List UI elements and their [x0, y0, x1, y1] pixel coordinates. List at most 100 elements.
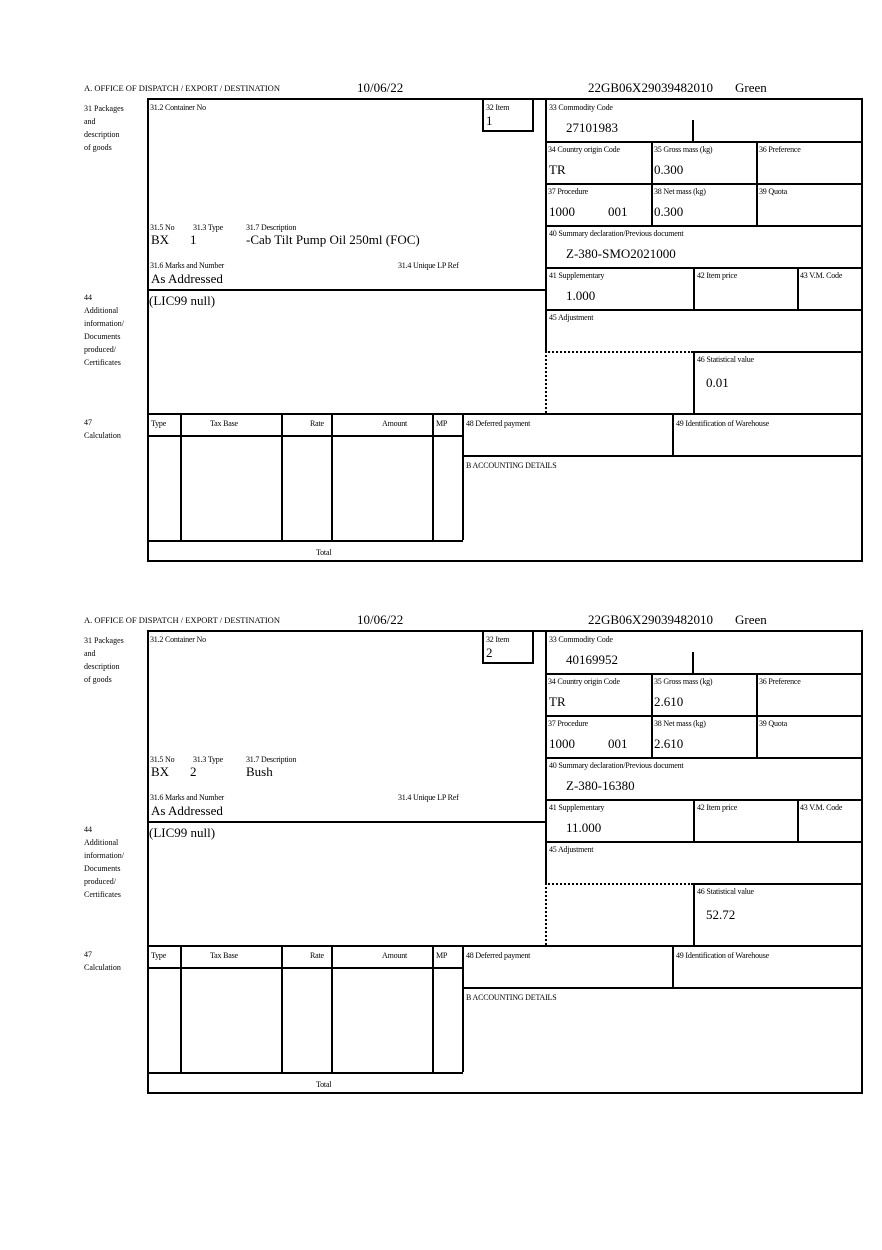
vm-code-label: 43 V.M. Code [800, 271, 843, 280]
divider [861, 630, 863, 1094]
supplementary-label: 41 Supplementary [549, 271, 605, 280]
divider [861, 98, 863, 562]
divider [545, 98, 547, 351]
commodity-label: 33 Commodity Code [549, 103, 613, 112]
summary-value: Z-380-SMO2021000 [566, 246, 676, 261]
calc-mp-header: MP [436, 419, 448, 428]
package-no: BX [151, 232, 170, 247]
country-label: 34 Country origin Code [548, 145, 620, 154]
summary-label: 40 Summary declaration/Previous document [549, 761, 684, 770]
divider [147, 435, 463, 437]
package-type: 1 [190, 232, 197, 247]
calculation-label: 47 Calculation [84, 418, 121, 440]
country-label: 34 Country origin Code [548, 677, 620, 686]
divider [281, 945, 283, 1072]
divider [180, 413, 182, 540]
divider [462, 987, 863, 989]
declaration-form-item: A. OFFICE OF DISPATCH / EXPORT / DESTINA… [0, 80, 882, 580]
supplementary-value: 1.000 [566, 288, 596, 303]
divider [462, 413, 464, 540]
calc-mp-header: MP [436, 951, 448, 960]
divider [147, 630, 863, 632]
divider [693, 267, 695, 309]
deferred-payment-label: 48 Deferred payment [466, 419, 531, 428]
gross-mass-value: 2.610 [654, 694, 684, 709]
divider [692, 652, 694, 673]
divider [482, 98, 484, 131]
calc-type-header: Type [151, 419, 167, 428]
divider [147, 1092, 863, 1094]
unique-lp-label: 31.4 Unique LP Ref [398, 793, 459, 802]
country-value: TR [549, 694, 566, 709]
statistical-label: 46 Statistical value [697, 355, 754, 364]
commodity-label: 33 Commodity Code [549, 635, 613, 644]
route-status: Green [735, 612, 767, 627]
divider [482, 630, 484, 663]
calc-tax-base-header: Tax Base [210, 951, 238, 960]
packages-label: 31 Packages and description of goods [84, 636, 124, 684]
divider [281, 413, 283, 540]
description-label: 31.7 Description [246, 223, 297, 232]
no-label: 31.5 No [150, 223, 175, 232]
additional-info-value: (LIC99 null) [149, 825, 216, 840]
package-type: 2 [190, 764, 197, 779]
statistical-value: 52.72 [706, 907, 736, 922]
net-mass-label: 38 Net mass (kg) [654, 187, 706, 196]
adjustment-label: 45 Adjustment [549, 313, 594, 322]
calc-amount-header: Amount [382, 951, 408, 960]
procedure-extra-value: 001 [608, 204, 628, 219]
divider [545, 841, 863, 843]
accounting-details-label: B ACCOUNTING DETAILS [466, 461, 557, 470]
warehouse-label: 49 Identification of Warehouse [676, 419, 769, 428]
divider [532, 98, 534, 131]
divider [331, 945, 333, 1072]
divider [756, 141, 758, 225]
calc-amount-header: Amount [382, 419, 408, 428]
item-number: 1 [486, 113, 493, 128]
calc-type-header: Type [151, 951, 167, 960]
goods-description: -Cab Tilt Pump Oil 250ml (FOC) [246, 232, 420, 247]
type-label: 31.3 Type [193, 755, 223, 764]
divider [432, 945, 434, 1072]
declaration-reference: 22GB06X29039482010 [588, 612, 713, 627]
marks-label: 31.6 Marks and Number [150, 793, 225, 802]
divider [797, 267, 799, 309]
supplementary-value: 11.000 [566, 820, 602, 835]
divider [692, 120, 694, 141]
divider [147, 98, 149, 562]
divider [147, 540, 463, 542]
divider [797, 799, 799, 841]
calc-rate-header: Rate [310, 951, 324, 960]
divider [651, 673, 653, 757]
divider [147, 289, 545, 291]
supplementary-label: 41 Supplementary [549, 803, 605, 812]
commodity-code: 40169952 [566, 652, 618, 667]
procedure-label: 37 Procedure [548, 719, 589, 728]
commodity-code: 27101983 [566, 120, 618, 135]
calc-tax-base-header: Tax Base [210, 419, 238, 428]
gross-mass-label: 35 Gross mass (kg) [654, 145, 713, 154]
divider [756, 673, 758, 757]
divider [147, 945, 863, 947]
marks-value: As Addressed [151, 271, 223, 286]
divider [693, 883, 695, 945]
accounting-details-label: B ACCOUNTING DETAILS [466, 993, 557, 1002]
divider [545, 757, 863, 759]
item-number: 2 [486, 645, 493, 660]
form-date: 10/06/22 [357, 80, 404, 95]
total-label: Total [316, 548, 332, 557]
net-mass-value: 2.610 [654, 736, 684, 751]
calculation-label: 47 Calculation [84, 950, 121, 972]
country-value: TR [549, 162, 566, 177]
vm-code-label: 43 V.M. Code [800, 803, 843, 812]
statistical-value: 0.01 [706, 375, 729, 390]
deferred-payment-label: 48 Deferred payment [466, 951, 531, 960]
divider [693, 351, 863, 353]
divider [147, 1072, 463, 1074]
divider [147, 413, 863, 415]
gross-mass-value: 0.300 [654, 162, 684, 177]
divider [545, 183, 863, 185]
marks-label: 31.6 Marks and Number [150, 261, 225, 270]
unique-lp-label: 31.4 Unique LP Ref [398, 261, 459, 270]
